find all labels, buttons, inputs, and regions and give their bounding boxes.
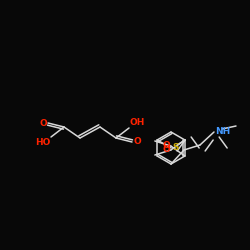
Text: S: S: [172, 144, 179, 152]
Text: O: O: [162, 146, 170, 154]
Text: OH: OH: [130, 118, 146, 127]
Text: O: O: [133, 138, 141, 146]
Text: O: O: [39, 118, 47, 128]
Text: NH: NH: [215, 128, 230, 136]
Text: HO: HO: [34, 138, 50, 147]
Text: O: O: [162, 142, 170, 150]
